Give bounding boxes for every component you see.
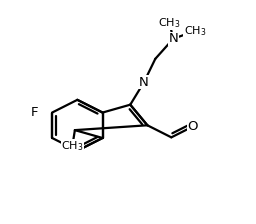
Text: CH$_3$: CH$_3$: [158, 16, 181, 30]
Text: CH$_3$: CH$_3$: [61, 139, 84, 153]
Text: CH$_3$: CH$_3$: [184, 24, 206, 38]
Text: N: N: [168, 32, 178, 45]
Text: F: F: [31, 106, 39, 119]
Text: N: N: [139, 76, 149, 89]
Text: O: O: [188, 120, 198, 133]
